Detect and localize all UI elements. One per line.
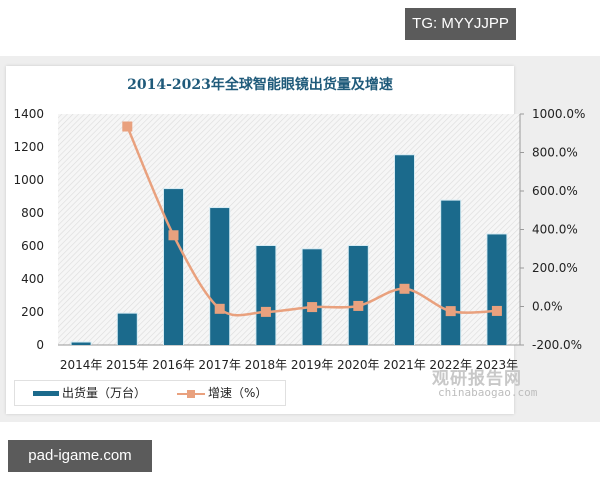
legend: 出货量（万台） 增速（%）	[14, 380, 286, 406]
right-axis-tick: 0.0%	[532, 300, 563, 314]
bar	[117, 313, 137, 345]
line-series	[122, 121, 502, 317]
left-axis-tick: 0	[36, 338, 44, 352]
right-axis-tick: 600.0%	[532, 184, 578, 198]
bar	[164, 189, 183, 345]
watermark-bottom: pad-igame.com	[8, 440, 152, 472]
x-axis-tick: 2016年	[152, 358, 195, 372]
growth-marker	[168, 230, 179, 241]
bar	[441, 200, 461, 345]
bar	[302, 249, 322, 345]
left-axis: 0 200 400 600 800 1000 1200 1400	[13, 107, 44, 352]
watermark-top: TG: MYYJJPP	[405, 8, 516, 40]
x-axis-labels: 2014年 2015年 2016年 2017年 2018年 2019年 2020年 2021年…	[60, 358, 518, 372]
x-axis-tick: 2022年	[429, 358, 472, 372]
left-axis-tick: 800	[21, 206, 44, 220]
growth-marker	[307, 302, 318, 313]
left-axis-tick: 200	[21, 305, 44, 319]
growth-marker	[445, 306, 456, 317]
right-axis-tick: 400.0%	[532, 223, 578, 237]
x-axis-tick: 2018年	[245, 358, 288, 372]
bar	[395, 155, 414, 345]
x-axis-tick: 2015年	[106, 358, 149, 372]
right-axis: -200.0% 0.0% 200.0% 400.0% 600.0% 800.0% 1000.…	[520, 107, 585, 352]
growth-marker	[214, 303, 225, 314]
x-axis-tick: 2021年	[383, 358, 426, 372]
x-axis-tick: 2019年	[291, 358, 334, 372]
left-axis-tick: 1400	[13, 107, 44, 121]
left-axis-tick: 1000	[13, 173, 44, 187]
x-axis-tick: 2014年	[60, 358, 103, 372]
publisher-logo-en: chinabaogao.com	[438, 386, 538, 399]
left-axis-tick: 400	[21, 272, 44, 286]
publisher-logo-cn: 观研报告网	[432, 369, 522, 389]
bar	[210, 208, 230, 345]
growth-marker	[353, 300, 364, 311]
bar	[348, 246, 368, 345]
legend-item-growth: 增速（%）	[177, 381, 267, 405]
right-axis-tick: 800.0%	[532, 146, 578, 160]
growth-marker	[260, 306, 271, 317]
growth-marker	[399, 283, 410, 294]
right-axis-tick: -200.0%	[532, 338, 582, 352]
chart-title: 2014-2023年全球智能眼镜出货量及增速	[127, 77, 393, 93]
right-axis-tick: 200.0%	[532, 261, 578, 275]
bar	[256, 246, 276, 345]
bar	[71, 342, 91, 345]
growth-marker	[491, 305, 502, 316]
growth-marker	[122, 121, 133, 132]
legend-item-shipments: 出货量（万台）	[33, 381, 146, 405]
right-axis-tick: 1000.0%	[532, 107, 585, 121]
x-axis-tick: 2023年	[476, 358, 519, 372]
x-axis-tick: 2020年	[337, 358, 380, 372]
bar-swatch-icon	[33, 391, 59, 396]
x-axis-tick: 2017年	[198, 358, 241, 372]
line-marker-swatch-icon	[177, 389, 205, 399]
left-axis-tick: 600	[21, 239, 44, 253]
left-axis-tick: 1200	[13, 140, 44, 154]
bar	[487, 234, 507, 345]
